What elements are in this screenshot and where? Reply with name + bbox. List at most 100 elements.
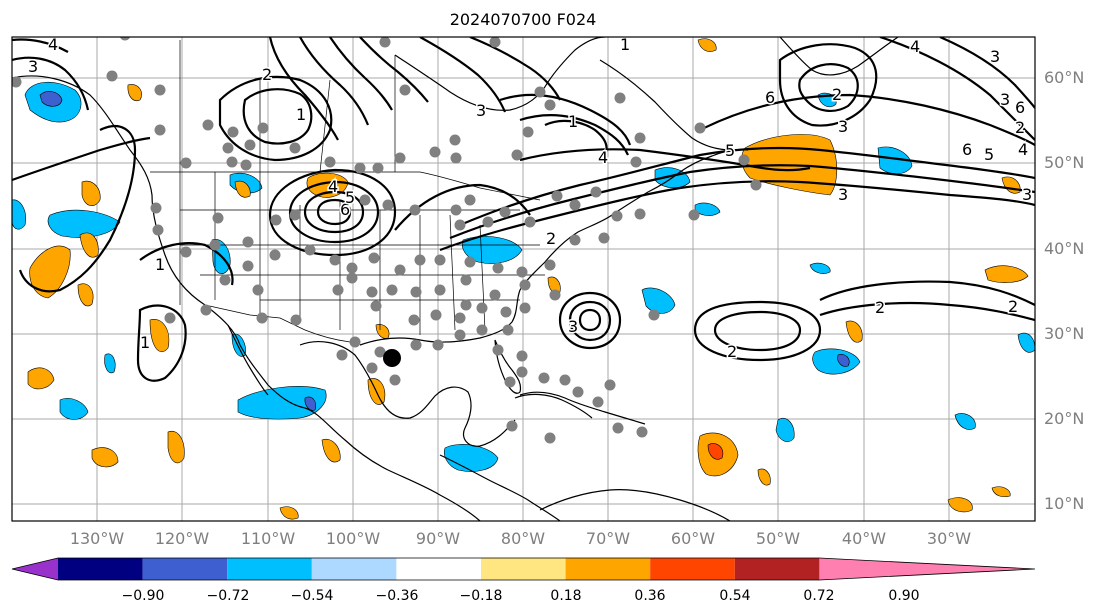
negative-anomaly-regions	[12, 81, 1035, 472]
contour-label: 1	[620, 35, 630, 54]
observation-dot	[572, 386, 584, 398]
observation-dot	[269, 249, 281, 261]
pos-region	[547, 276, 561, 294]
lon-label: 120°W	[155, 529, 210, 548]
observation-dot	[394, 264, 406, 276]
observation-dot	[252, 284, 264, 296]
pos-region	[991, 486, 1011, 498]
observation-dot	[516, 366, 528, 378]
observation-dot	[257, 122, 269, 134]
pos-region	[91, 447, 119, 468]
neg-region	[443, 444, 499, 472]
observation-dot	[434, 284, 446, 296]
neg-region	[775, 418, 795, 442]
observation-dot	[636, 426, 648, 438]
contour-line	[359, 37, 429, 103]
observation-dot	[544, 259, 556, 271]
observation-dot	[604, 379, 616, 391]
contour-line	[288, 180, 380, 244]
pos-region	[77, 283, 94, 307]
colorbar-outline	[11, 557, 1036, 581]
observation-dot	[492, 344, 504, 356]
contour-label: 5	[725, 141, 735, 160]
observation-dot	[476, 302, 488, 314]
border-us-canada	[150, 171, 541, 201]
map-panel: 3 4 2 1 6 5 4 3 2 1 4 5 6 3 1 2 3 4 6 3	[11, 35, 1036, 522]
contour-label: 2	[1015, 118, 1025, 137]
observation-dot	[150, 202, 162, 214]
observation-dot	[590, 186, 602, 198]
colorbar-tick: 0.18	[550, 588, 581, 604]
observation-dot	[219, 274, 231, 286]
lon-label: 70°W	[586, 529, 630, 548]
observation-dot	[389, 374, 401, 386]
pos-region	[279, 506, 299, 520]
observation-dot	[240, 159, 252, 171]
observation-dots	[12, 37, 762, 444]
observation-dot	[454, 329, 466, 341]
lat-label: 40°N	[1044, 239, 1084, 258]
observation-dot	[374, 346, 386, 358]
lon-label: 90°W	[416, 529, 460, 548]
observation-dot	[688, 209, 700, 221]
observation-dot	[506, 420, 518, 432]
contour-line	[469, 37, 561, 101]
neg-region	[59, 398, 89, 420]
observation-dot	[180, 246, 192, 258]
observation-dot	[551, 190, 563, 202]
pos-region	[167, 430, 185, 464]
observation-dot	[359, 194, 371, 206]
neg-region	[812, 348, 861, 375]
observation-dot	[256, 312, 268, 324]
contour-line	[139, 242, 234, 286]
contour-label: 4	[910, 37, 920, 56]
neg-region	[461, 236, 523, 264]
neg-region	[1017, 332, 1035, 353]
coastline-south-america	[539, 489, 731, 521]
observation-dot	[534, 86, 546, 98]
observation-dot	[394, 152, 406, 164]
contour-label: 3	[838, 185, 848, 204]
observation-dot	[289, 142, 301, 154]
observation-dot	[500, 306, 512, 318]
contour-line	[218, 75, 333, 162]
contour-label: 6	[962, 140, 972, 159]
contour-line	[558, 291, 622, 350]
contour-line	[568, 300, 612, 342]
observation-dot	[694, 122, 706, 134]
contour-line	[499, 93, 632, 146]
observation-dot	[349, 336, 361, 348]
contour-label: 1	[140, 333, 150, 352]
colorbar-extend-right	[819, 558, 1035, 580]
contour-line	[819, 301, 1035, 322]
observation-dot	[432, 339, 444, 351]
observation-dot	[106, 70, 118, 82]
colorbar-cell	[58, 558, 143, 580]
contour-line	[939, 37, 1035, 109]
coastline-us-east	[359, 148, 749, 346]
contour-line	[329, 37, 393, 111]
lon-label: 60°W	[671, 529, 715, 548]
observation-dot	[460, 299, 472, 311]
observation-dot	[180, 157, 192, 169]
contour-label: 4	[1018, 140, 1028, 159]
lon-label: 100°W	[326, 529, 381, 548]
contour-line	[459, 146, 1035, 227]
observation-dot	[549, 289, 561, 301]
longitude-labels: 130°W 120°W 110°W 100°W 90°W 80°W 70°W 6…	[70, 529, 971, 548]
contour-label: 3	[838, 117, 848, 136]
neg-region	[877, 146, 913, 175]
lat-label: 10°N	[1044, 494, 1084, 513]
contour-label: 2	[262, 65, 272, 84]
observation-dot	[366, 286, 378, 298]
observation-dot	[429, 146, 441, 158]
colorbar-cells	[11, 557, 1036, 581]
map-title: 2024070700 F024	[450, 10, 597, 29]
observation-dot	[370, 300, 382, 312]
contour-line	[316, 198, 352, 226]
coastline-north-america	[12, 75, 481, 521]
contour-label: 5	[345, 188, 355, 207]
observation-dot	[489, 289, 501, 301]
observation-dot	[634, 208, 646, 220]
